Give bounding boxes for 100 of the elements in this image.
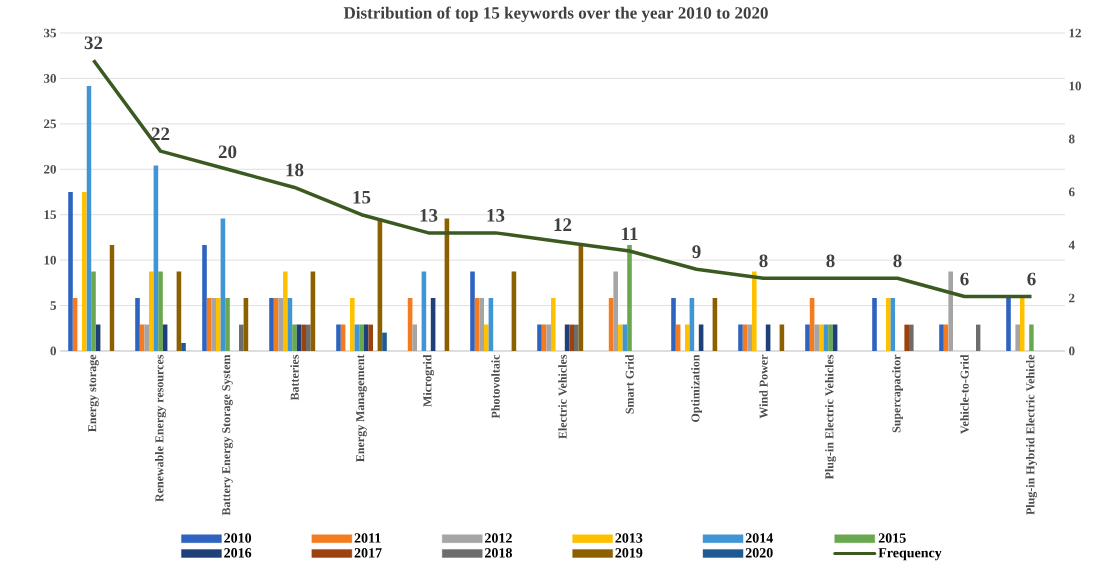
- bar: [68, 191, 73, 351]
- bar: [613, 271, 618, 351]
- y2-tick-label: 2: [1069, 293, 1075, 303]
- bar: [671, 297, 676, 351]
- bar: [225, 297, 230, 351]
- data-label: 13: [420, 209, 438, 222]
- legend-label: 2013: [615, 533, 643, 543]
- bar: [412, 324, 417, 351]
- x-tick-label: Battery Energy Storage System: [222, 354, 233, 516]
- bar: [904, 324, 909, 351]
- legend-label: Frequency: [878, 548, 942, 561]
- bar: [91, 271, 96, 351]
- legend-label: 2017: [354, 548, 382, 558]
- x-tick-label: Energy storage: [88, 354, 99, 432]
- data-label: 13: [487, 209, 505, 222]
- y-tick-label: 0: [50, 346, 56, 356]
- bar: [350, 297, 355, 351]
- y2-tick-label: 10: [1069, 81, 1082, 91]
- legend-label: 2016: [224, 548, 252, 558]
- bar: [269, 297, 274, 351]
- bar: [158, 271, 163, 351]
- bar: [814, 324, 819, 351]
- data-label: 6: [1027, 272, 1036, 286]
- legend-label: 2014: [745, 533, 773, 543]
- bar: [569, 324, 575, 351]
- bar: [752, 271, 757, 351]
- bar: [336, 324, 341, 351]
- bar: [537, 324, 542, 351]
- y2-tick-label: 12: [1069, 28, 1081, 38]
- bar: [685, 324, 690, 351]
- x-tick-label: Optimization: [691, 354, 702, 422]
- bar: [149, 271, 154, 351]
- bar: [819, 324, 824, 351]
- x-tick-label: Vehicle-to-Grid: [960, 354, 969, 434]
- x-tick-label: Photovoltaic: [491, 354, 500, 419]
- x-tick-label: Electric Vehicles: [558, 354, 567, 439]
- bar: [546, 324, 552, 351]
- data-label: 15: [353, 190, 371, 204]
- data-label: 9: [692, 245, 701, 259]
- data-label: 11: [622, 227, 638, 240]
- y2-tick-label: 0: [1069, 346, 1075, 356]
- bar: [1015, 324, 1020, 351]
- bar: [574, 324, 579, 351]
- bar: [135, 297, 140, 351]
- x-tick-label: Plug-in Hybrid Electric Vehicle: [1026, 354, 1037, 515]
- bar: [479, 297, 484, 351]
- chart-title: Distribution of top 15 keywords over the year 2010 to 2020: [343, 6, 768, 23]
- bar: [144, 324, 150, 351]
- bar: [470, 271, 475, 351]
- data-label: 20: [218, 145, 237, 159]
- legend-label: 2011: [354, 533, 381, 543]
- x-tick-label: Renewable Energy resources: [155, 354, 166, 502]
- x-tick-label: Supercapacitor: [892, 354, 903, 433]
- data-label: 18: [286, 163, 304, 177]
- bar: [359, 324, 364, 351]
- legend-label: 2012: [485, 533, 512, 543]
- y-tick-label: 25: [44, 119, 56, 129]
- bar: [211, 297, 217, 351]
- y-tick-label: 20: [44, 164, 56, 174]
- x-tick-label: Batteries: [290, 354, 299, 401]
- legend-label: 2019: [615, 548, 643, 558]
- bar: [283, 271, 288, 351]
- bar: [484, 324, 489, 351]
- data-label: 22: [151, 127, 170, 141]
- bar: [1006, 297, 1011, 351]
- y2-tick-label: 6: [1068, 187, 1075, 197]
- y-tick-label: 10: [44, 255, 56, 265]
- x-tick-label: Energy Management: [356, 354, 367, 462]
- data-label: 32: [84, 36, 103, 50]
- bar: [216, 297, 221, 351]
- legend-label: 2010: [224, 533, 252, 543]
- y-tick-label: 15: [44, 210, 56, 220]
- bar: [948, 271, 953, 351]
- bar: [886, 297, 891, 351]
- x-tick-label: Microgrid: [423, 354, 434, 407]
- bar: [82, 191, 87, 351]
- x-tick-label: Wind Power: [759, 354, 768, 419]
- bar: [551, 297, 556, 351]
- bar: [738, 324, 743, 351]
- bar: [627, 244, 632, 351]
- y-tick-label: 30: [43, 74, 56, 83]
- bar: [278, 297, 284, 351]
- legend-label: 2018: [485, 548, 512, 558]
- bar: [306, 324, 311, 351]
- bar: [202, 244, 207, 351]
- bar: [382, 332, 387, 351]
- bar: [909, 324, 914, 351]
- y-tick-label: 35: [43, 28, 56, 38]
- bar: [292, 324, 297, 351]
- bar: [239, 324, 244, 351]
- x-tick-label: Smart Grid: [625, 354, 634, 414]
- bar: [872, 297, 877, 351]
- bar: [618, 324, 623, 351]
- bar: [828, 324, 833, 351]
- y-tick-label: 5: [50, 301, 56, 310]
- legend-label: 2020: [745, 548, 773, 558]
- bar: [747, 324, 752, 351]
- data-label: 8: [826, 254, 835, 268]
- data-label: 8: [759, 254, 768, 268]
- data-label: 6: [960, 272, 969, 286]
